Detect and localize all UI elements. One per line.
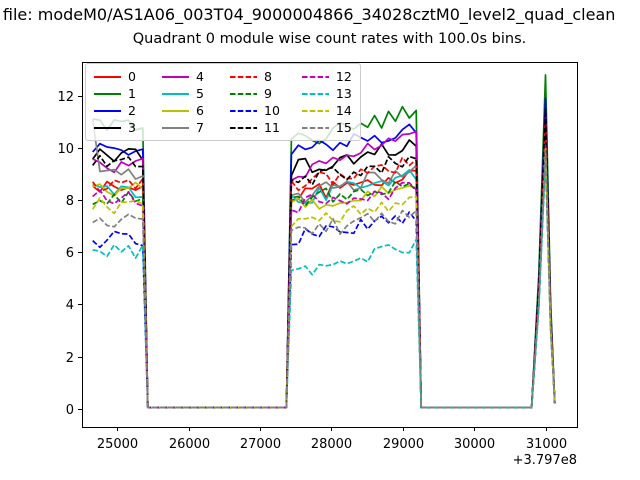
series-line-11 [92, 113, 556, 409]
series-line-8 [92, 121, 556, 409]
legend-item-7: 7 [162, 119, 208, 136]
legend-label: 4 [196, 69, 204, 84]
legend-line-sample [301, 126, 329, 129]
legend-label: 2 [128, 103, 136, 118]
series-line-4 [92, 115, 556, 409]
legend-box: 0 1 2 3 4 5 6 7 8 9 10 11 12 13 14 15 [85, 63, 361, 141]
series-line-14 [91, 147, 556, 409]
legend-item-1: 1 [94, 85, 140, 102]
series-line-15 [92, 149, 556, 409]
legend-line-sample [162, 109, 189, 112]
legend-item-10: 10 [230, 102, 280, 119]
y-tick-label: 12 [57, 90, 74, 105]
legend-label: 8 [264, 69, 272, 84]
axes-title: Quadrant 0 module wise count rates with … [132, 31, 527, 47]
series-line-3 [92, 108, 556, 409]
y-tick-label: 2 [66, 351, 74, 366]
legend-line-sample [301, 109, 329, 112]
legend-line-sample [162, 75, 189, 78]
legend-label: 14 [335, 103, 352, 118]
legend-label: 11 [264, 120, 280, 135]
x-tick-label: 28000 [311, 437, 352, 452]
legend-label: 3 [128, 120, 136, 135]
legend-item-8: 8 [230, 68, 280, 85]
legend-item-15: 15 [301, 119, 352, 136]
y-tick-label: 6 [66, 246, 74, 261]
legend-label: 0 [128, 69, 136, 84]
legend-label: 5 [196, 86, 204, 101]
legend-line-sample [162, 92, 189, 95]
series-line-5 [92, 136, 556, 409]
axes-spines [82, 62, 578, 428]
legend-item-6: 6 [162, 102, 208, 119]
legend-item-0: 0 [94, 68, 140, 85]
legend-label: 1 [128, 86, 136, 101]
legend-line-sample [230, 126, 257, 129]
legend-item-14: 14 [301, 102, 352, 119]
legend-line-sample [230, 75, 257, 78]
x-tick-label: 25000 [97, 437, 138, 452]
legend-label: 10 [264, 103, 280, 118]
series-line-10 [92, 152, 556, 409]
legend-line-sample [162, 126, 189, 129]
legend-item-3: 3 [94, 119, 140, 136]
y-tick-label: 4 [66, 298, 74, 313]
legend-label: 13 [335, 86, 352, 101]
figure-title: a file: modeM0/AS1A06_003T04_9000004866_… [0, 5, 616, 24]
legend-item-4: 4 [162, 68, 208, 85]
legend-line-sample [230, 92, 257, 95]
series-line-13 [92, 160, 556, 409]
legend-label: 15 [335, 120, 352, 135]
x-tick-label: 27000 [240, 437, 281, 452]
x-tick-label: 26000 [169, 437, 210, 452]
legend-label: 12 [335, 69, 352, 84]
legend-label: 9 [264, 86, 272, 101]
legend-line-sample [94, 75, 121, 78]
legend-line-sample [230, 109, 257, 112]
legend-line-sample [301, 75, 329, 78]
tick-labels: 25000 26000 27000 28000 29000 30000 31000 0 2 4 6 8… [57, 90, 567, 452]
x-tick-label: 29000 [383, 437, 424, 452]
legend-label: 7 [196, 120, 204, 135]
x-tick-label: 30000 [454, 437, 495, 452]
legend-line-sample [94, 109, 121, 112]
y-tick-label: 0 [66, 403, 74, 418]
x-axis-offset-label: +3.797e8 [513, 453, 577, 468]
legend-item-11: 11 [230, 119, 280, 136]
y-tick-label: 10 [57, 142, 74, 157]
x-tick-label: 31000 [526, 437, 567, 452]
legend-line-sample [301, 92, 329, 95]
legend-item-13: 13 [301, 85, 352, 102]
legend-item-12: 12 [301, 68, 352, 85]
legend-item-2: 2 [94, 102, 140, 119]
series-line-2 [92, 97, 556, 409]
series-line-12 [92, 144, 556, 409]
legend-line-sample [94, 126, 121, 129]
legend-item-5: 5 [162, 85, 208, 102]
y-tick-label: 8 [66, 194, 74, 209]
axes-frame [78, 62, 578, 431]
legend-label: 6 [196, 103, 204, 118]
series-line-9 [92, 147, 556, 409]
legend-item-9: 9 [230, 85, 280, 102]
legend-line-sample [94, 92, 121, 95]
